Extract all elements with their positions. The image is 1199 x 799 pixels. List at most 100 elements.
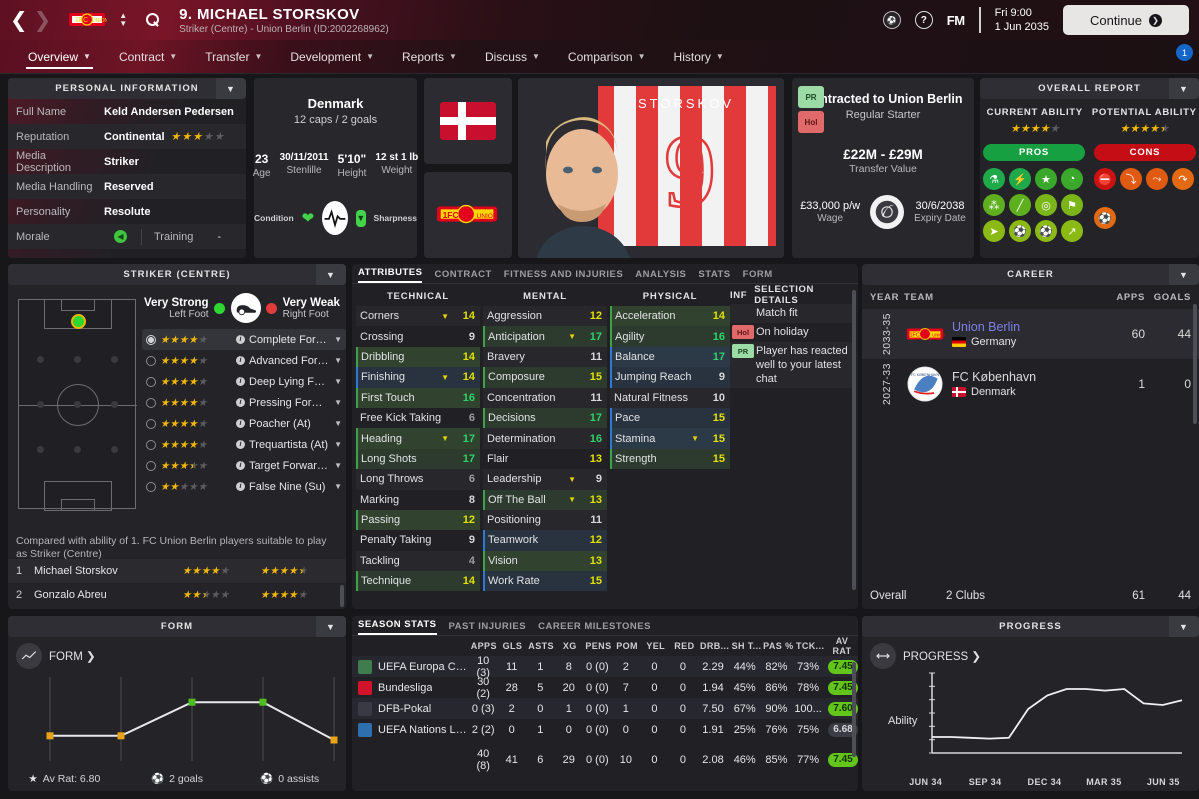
- lightning-icon[interactable]: ⚡: [1009, 168, 1031, 190]
- scrollbar[interactable]: [852, 290, 856, 590]
- role-item[interactable]: ★★★★★ i Deep Lying Forward... ▼: [142, 371, 346, 392]
- list-item[interactable]: 2 Gonzalo Abreu ★ ★ ★ ★ ★ ★ ★ ★ ★ ★: [8, 583, 346, 607]
- arrow-up-icon[interactable]: ↗: [1061, 220, 1083, 242]
- club-badge-icon[interactable]: 1FC UNION: [67, 8, 109, 32]
- chevron-down-icon[interactable]: ▼: [216, 78, 246, 99]
- chevron-down-icon[interactable]: ▼: [334, 482, 342, 491]
- target-icon[interactable]: ◎: [1035, 194, 1057, 216]
- role-item[interactable]: ★ ★ ★ ★ ★ i Trequartista (At) ▼: [142, 434, 346, 455]
- column-header[interactable]: POM: [616, 641, 638, 651]
- tab-history[interactable]: History ▼: [660, 40, 738, 74]
- goal-icon[interactable]: ⚽: [1035, 220, 1057, 242]
- role-radio[interactable]: [146, 481, 156, 492]
- season-tab-career-milestones[interactable]: CAREER MILESTONES: [538, 621, 651, 632]
- table-row[interactable]: DFB-Pokal 0 (3) 2 0 1 0 (0) 1 0 0 7.50 67% 90% 100..…: [352, 698, 858, 719]
- column-header[interactable]: APPS: [470, 641, 497, 651]
- continue-button[interactable]: Continue ❯: [1063, 5, 1189, 35]
- tab-discuss[interactable]: Discuss ▼: [471, 40, 554, 74]
- penalty-icon[interactable]: ⚽: [1094, 207, 1116, 229]
- column-header[interactable]: AV RAT: [832, 636, 852, 656]
- header-icon[interactable]: ⚽: [1009, 220, 1031, 242]
- boot-icon[interactable]: ╱: [1009, 194, 1031, 216]
- brain-icon[interactable]: ◔: [1061, 168, 1083, 190]
- attributes-tab-contract[interactable]: CONTRACT: [434, 269, 492, 280]
- table-row[interactable]: UEFA Nations League2 (2) 0 1 0 0 (0) 0 0 0 1.91 2…: [352, 719, 858, 740]
- season-tab-past-injuries[interactable]: PAST INJURIES: [448, 621, 527, 632]
- table-row[interactable]: 2027-33 FC KØBENHAVN FC København Denmar…: [862, 359, 1199, 409]
- role-radio[interactable]: [146, 439, 156, 450]
- info-icon[interactable]: i: [236, 356, 245, 365]
- column-header[interactable]: ASTS: [528, 641, 554, 651]
- heartbeat-icon[interactable]: [322, 201, 349, 235]
- info-icon[interactable]: i: [236, 419, 245, 428]
- chevron-down-icon[interactable]: ▼: [334, 335, 342, 344]
- chevron-down-icon[interactable]: ▼: [334, 461, 342, 470]
- tab-transfer[interactable]: Transfer ▼: [191, 40, 276, 74]
- role-item[interactable]: ★ ★ ★ ★ ★ i False Nine (Su) ▼: [142, 476, 346, 497]
- info-icon[interactable]: i: [236, 335, 245, 344]
- role-item[interactable]: ★★★★★ i Pressing Forward (At) ▼: [142, 392, 346, 413]
- back-icon[interactable]: ❮: [10, 8, 28, 32]
- column-header[interactable]: XG: [562, 641, 577, 651]
- column-header[interactable]: RED: [674, 641, 695, 651]
- attributes-tab-stats[interactable]: STATS: [698, 269, 731, 280]
- tab-reports[interactable]: Reports ▼: [388, 40, 471, 74]
- info-icon[interactable]: i: [236, 440, 245, 449]
- team-name[interactable]: FC København: [952, 370, 1037, 384]
- column-header[interactable]: TCK...: [795, 641, 825, 651]
- role-item[interactable]: ★ ★ ★ ★ ★ i Poacher (At) ▼: [142, 413, 346, 434]
- column-header[interactable]: GLS: [502, 641, 523, 651]
- role-radio[interactable]: [146, 397, 156, 408]
- notification-badge[interactable]: 1: [1176, 44, 1193, 61]
- corner-flag-icon[interactable]: ⚑: [1061, 194, 1083, 216]
- search-icon[interactable]: [145, 12, 161, 28]
- info-icon[interactable]: i: [236, 482, 245, 491]
- tab-contract[interactable]: Contract ▼: [105, 40, 191, 74]
- role-radio[interactable]: [146, 355, 156, 366]
- scrollbar[interactable]: [1193, 304, 1197, 424]
- column-header[interactable]: YEL: [646, 641, 666, 651]
- chevron-down-icon[interactable]: ▼: [334, 419, 342, 428]
- role-radio[interactable]: [146, 334, 156, 345]
- chevron-down-icon[interactable]: ▼: [334, 398, 342, 407]
- form-chart-title[interactable]: FORM ❯: [8, 637, 346, 669]
- team-name[interactable]: Union Berlin: [952, 320, 1021, 334]
- column-header[interactable]: PAS %: [763, 641, 794, 651]
- flask-icon[interactable]: ⚗: [983, 168, 1005, 190]
- chevron-down-icon[interactable]: ▼: [334, 356, 342, 365]
- attributes-tab-fitness-and-injuries[interactable]: FITNESS AND INJURIES: [503, 269, 624, 280]
- forward-icon[interactable]: ❯: [33, 8, 52, 32]
- shot-icon[interactable]: ➤: [983, 220, 1005, 242]
- tab-comparison[interactable]: Comparison ▼: [554, 40, 660, 74]
- player-stepper[interactable]: ▲ ▼: [119, 11, 128, 28]
- role-item[interactable]: ★★★★★ i Target Forward (At) ▼: [142, 455, 346, 476]
- role-radio[interactable]: [146, 460, 156, 471]
- attributes-tab-attributes[interactable]: ATTRIBUTES: [358, 267, 423, 283]
- progress-chart-title[interactable]: PROGRESS ❯: [862, 637, 1199, 669]
- scrollbar[interactable]: [852, 662, 856, 757]
- column-header[interactable]: DRB...: [699, 641, 730, 651]
- info-icon[interactable]: i: [236, 461, 245, 470]
- tab-development[interactable]: Development ▼: [276, 40, 388, 74]
- role-item[interactable]: ★★★★★ i Complete Forward (... ▼: [142, 329, 346, 350]
- table-row[interactable]: 2033-35 1FC UNION Union Berlin Germany 60…: [862, 309, 1199, 359]
- chevron-down-icon[interactable]: ▼: [1169, 616, 1199, 637]
- chevron-down-icon[interactable]: ▼: [316, 264, 346, 285]
- column-header[interactable]: PENS: [585, 641, 612, 651]
- attributes-tab-form[interactable]: FORM: [742, 269, 773, 280]
- column-header[interactable]: SH T...: [731, 641, 762, 651]
- foot-icon[interactable]: ⤵: [1120, 168, 1142, 190]
- marking-icon[interactable]: ⛔: [1094, 168, 1116, 190]
- list-item[interactable]: 1 Michael Storskov ★ ★ ★ ★ ★ ★ ★ ★ ★ ★: [8, 559, 346, 583]
- scrollbar[interactable]: [340, 585, 344, 607]
- help-icon[interactable]: ?: [914, 11, 933, 29]
- role-radio[interactable]: [146, 376, 156, 387]
- chevron-down-icon[interactable]: ▼: [1169, 78, 1199, 99]
- running-icon[interactable]: ⤳: [1146, 168, 1168, 190]
- info-icon[interactable]: i: [236, 377, 245, 386]
- table-row[interactable]: Bundesliga 30 (2) 28 5 20 0 (0) 7 0 0 1.94 45% 86% 7…: [352, 676, 858, 700]
- role-item[interactable]: ★★★★★ i Advanced Forward (... ▼: [142, 350, 346, 371]
- chevron-down-icon[interactable]: ▼: [1169, 264, 1199, 285]
- season-tab-season-stats[interactable]: SEASON STATS: [358, 619, 437, 635]
